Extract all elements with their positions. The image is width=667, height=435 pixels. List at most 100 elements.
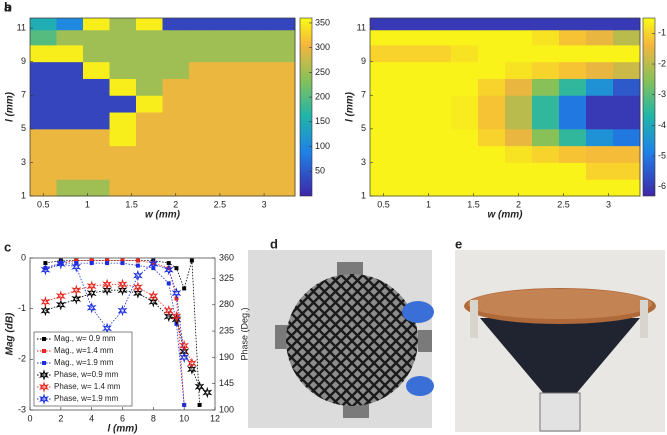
heat-cell <box>216 129 243 146</box>
y-tick-label: 7 <box>21 90 26 100</box>
marker <box>174 266 178 270</box>
heat-cell <box>505 78 533 95</box>
heat-cell <box>110 112 137 129</box>
heat-cell <box>613 179 641 196</box>
heat-cell <box>110 45 137 62</box>
heat-cell <box>397 112 425 129</box>
colorbar-tick-label: 300 <box>315 42 330 52</box>
heat-cell <box>613 45 641 62</box>
x-tick-label: 3 <box>262 199 267 209</box>
heat-cell <box>532 18 560 30</box>
x-tick-label: 1 <box>426 199 431 209</box>
heat-cell <box>478 30 506 46</box>
heat-cell <box>269 30 296 46</box>
heat-cell <box>30 162 57 179</box>
heat-cell <box>136 30 163 46</box>
heat-cell <box>269 78 296 95</box>
marker <box>42 361 46 365</box>
heat-cell <box>30 146 57 163</box>
panel-label: e <box>455 236 462 251</box>
heat-cell <box>586 18 614 30</box>
heat-cell <box>83 78 110 95</box>
heat-cell <box>30 112 57 129</box>
heat-cell <box>136 129 163 146</box>
x-tick-label: 2 <box>516 199 521 209</box>
heat-cell <box>586 146 614 163</box>
heat-cell <box>136 78 163 95</box>
y-tick-label: 9 <box>361 56 366 66</box>
heat-cell <box>451 162 479 179</box>
heat-cell <box>163 18 190 30</box>
heat-cell <box>163 112 190 129</box>
heat-cell <box>189 179 216 196</box>
heat-cell <box>163 95 190 112</box>
heat-cell <box>110 179 137 196</box>
heat-cell <box>478 146 506 163</box>
tab <box>418 330 432 352</box>
y-axis-label: l (mm) <box>345 91 356 122</box>
heat-cell <box>269 62 296 79</box>
heat-cell <box>83 146 110 163</box>
heat-cell <box>57 129 84 146</box>
heat-cell <box>57 18 84 30</box>
marker <box>198 403 202 407</box>
heat-cell <box>189 129 216 146</box>
heat-cell <box>242 78 269 95</box>
heat-cell <box>397 62 425 79</box>
colorbar-tick-label: -4 <box>658 120 666 130</box>
heat-cell <box>83 30 110 46</box>
x-axis-label: w (mm) <box>145 210 181 221</box>
heat-cell <box>505 112 533 129</box>
heat-cell <box>424 78 452 95</box>
y2-tick-label: 280 <box>219 299 234 309</box>
heat-cell <box>559 45 587 62</box>
heat-cell <box>30 62 57 79</box>
y-tick-label: -2 <box>18 354 26 364</box>
heat-cell <box>505 45 533 62</box>
y2-tick-label: 100 <box>219 404 234 414</box>
colorbar <box>643 18 655 196</box>
heat-cell <box>559 112 587 129</box>
heat-cell <box>451 45 479 62</box>
legend-label: Mag., w=1.9 mm <box>54 358 114 367</box>
y-tick-label: 11 <box>17 22 26 32</box>
heat-cell <box>163 45 190 62</box>
marker <box>190 259 194 263</box>
heat-cell <box>559 146 587 163</box>
marker <box>182 403 186 407</box>
heat-cell <box>559 95 587 112</box>
heat-cell <box>505 162 533 179</box>
marker <box>90 261 94 265</box>
heat-cell <box>57 146 84 163</box>
y-axis-label: Mag (dB) <box>5 312 16 355</box>
heat-cell <box>216 112 243 129</box>
heat-cell <box>370 112 398 129</box>
heat-cell <box>57 179 84 196</box>
marker <box>165 307 172 315</box>
heat-cell <box>242 30 269 46</box>
post <box>470 300 478 338</box>
heat-cell <box>30 45 57 62</box>
colorbar-tick-label: -6 <box>658 181 666 191</box>
heat-cell <box>505 18 533 30</box>
heat-cell <box>110 129 137 146</box>
heat-cell <box>30 78 57 95</box>
y2-tick-label: 325 <box>219 273 234 283</box>
heat-cell <box>424 30 452 46</box>
marker <box>57 292 64 300</box>
heat-cell <box>370 18 398 30</box>
y-tick-label: 1 <box>21 190 26 200</box>
heat-cell <box>30 30 57 46</box>
feed <box>540 393 580 431</box>
x-tick-label: 1.5 <box>467 199 480 209</box>
panel-label: d <box>270 236 278 251</box>
y2-tick-label: 145 <box>219 378 234 388</box>
heat-cell <box>397 18 425 30</box>
legend-label: Phase, w=0.9 mm <box>54 370 119 379</box>
y-tick-label: -1 <box>18 303 26 313</box>
heat-cell <box>269 45 296 62</box>
heat-cell <box>216 18 243 30</box>
legend-label: Phase, w=1.9 mm <box>54 394 119 403</box>
heat-cell <box>242 179 269 196</box>
heat-cell <box>216 146 243 163</box>
